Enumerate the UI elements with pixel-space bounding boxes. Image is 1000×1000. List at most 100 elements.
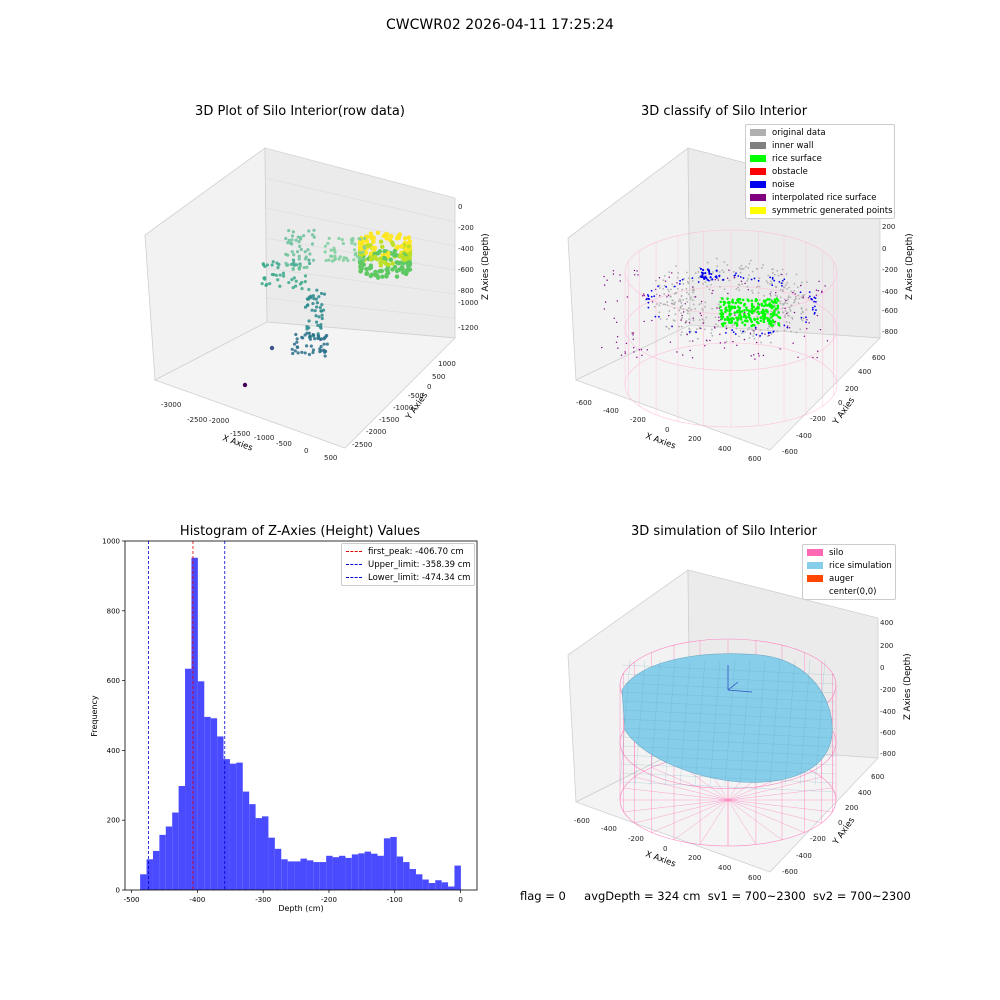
raw-point — [306, 297, 310, 301]
classify-point — [813, 296, 816, 299]
classify-point — [615, 321, 618, 324]
classify-ztick: 200 — [882, 223, 895, 231]
classify-point — [750, 278, 753, 281]
classify-point — [791, 317, 794, 320]
histogram-legend-item: Upper_limit: -358.39 cm — [342, 558, 474, 571]
classify-point — [666, 304, 669, 307]
classify-point — [606, 279, 608, 281]
legend-label: Lower_limit: -474.34 cm — [368, 572, 471, 583]
raw-xtick: -3000 — [161, 401, 181, 409]
raw-point — [314, 314, 318, 318]
classify-point — [781, 290, 784, 293]
classify-point — [751, 323, 755, 327]
classify-point — [637, 274, 639, 276]
histogram-bar — [409, 869, 416, 890]
classify-point — [793, 301, 795, 304]
classify-point — [813, 311, 816, 314]
classify-point — [751, 289, 753, 292]
classify-point — [786, 302, 789, 305]
classify-point — [736, 344, 738, 347]
raw-point — [389, 234, 394, 239]
classify-point — [763, 315, 767, 319]
raw-point — [270, 263, 274, 267]
classify-point — [682, 282, 685, 285]
classify-point — [727, 305, 731, 308]
classify-point — [647, 306, 650, 309]
classify-point — [735, 324, 739, 327]
classify-point — [711, 292, 713, 295]
histogram-ticks: -500 -400 -300 -200 -100 0 0 200 400 600 800 1000 — [102, 538, 463, 905]
legend-label: center(0,0) — [829, 586, 877, 597]
classify-point — [686, 312, 689, 315]
classify-point — [776, 309, 779, 311]
raw-point — [294, 279, 298, 283]
histogram-xtick-label: -400 — [189, 896, 205, 904]
classify-point — [769, 276, 772, 279]
simulation-legend-item: silo — [803, 546, 895, 559]
raw-point — [311, 333, 315, 337]
simulation-silo-spoke — [651, 767, 729, 801]
raw-point — [311, 348, 316, 352]
simulation-rice-gridline — [621, 736, 836, 748]
raw-ytick: -2000 — [366, 428, 386, 436]
raw-point — [373, 272, 378, 278]
histogram-bar — [223, 759, 230, 890]
histogram-bar — [236, 762, 243, 890]
raw-xtick: -1000 — [254, 434, 274, 442]
classify-point — [760, 310, 764, 314]
simulation-legend-item: center(0,0) — [803, 585, 895, 598]
raw-point — [368, 231, 374, 236]
classify-point — [668, 271, 671, 274]
classify-point — [767, 312, 770, 315]
classify-point — [800, 284, 802, 287]
raw-point — [287, 280, 291, 285]
classify-point — [747, 277, 749, 280]
raw-point — [293, 349, 297, 353]
classify-point — [749, 259, 752, 262]
classify-point — [805, 308, 808, 311]
classify-point — [685, 320, 688, 322]
legend-swatch — [750, 207, 766, 214]
classify-legend-item: original data — [746, 126, 894, 139]
classify-point — [687, 277, 690, 280]
classify-point — [625, 342, 628, 345]
classify-point — [763, 312, 767, 316]
histogram-bar — [262, 816, 269, 890]
classify-point — [692, 291, 694, 294]
classify-point — [740, 280, 743, 282]
classify-point — [654, 315, 657, 318]
classify-point — [685, 309, 688, 311]
raw-point — [299, 247, 303, 252]
classify-point — [787, 296, 790, 299]
classify-point — [744, 265, 747, 268]
raw-point — [388, 257, 394, 262]
classify-point — [678, 309, 681, 312]
simulation-rice-gridline — [694, 659, 706, 786]
classify-point — [744, 319, 748, 323]
histogram-bar — [448, 886, 455, 890]
raw-point — [317, 315, 321, 319]
classify-xtick: 600 — [748, 455, 761, 463]
classify-point — [719, 315, 723, 318]
simulation-rice-gridline — [621, 673, 836, 685]
classify-point — [719, 285, 721, 288]
simulation-plot-title: 3D simulation of Silo Interior — [631, 524, 817, 539]
histogram-axes-frame — [124, 540, 478, 891]
classify-point — [709, 276, 712, 279]
raw-point — [358, 239, 364, 245]
raw-point — [292, 261, 296, 265]
classify-point — [817, 350, 819, 352]
classify-point — [754, 299, 758, 303]
classify-point — [689, 349, 691, 352]
raw-ytick: -500 — [408, 392, 424, 400]
classify-point — [714, 316, 717, 319]
raw-point — [307, 258, 311, 262]
classify-point — [662, 288, 665, 290]
raw-point — [290, 278, 294, 282]
classify-ytick: 0 — [838, 399, 842, 407]
simulation-silo-spoke — [727, 776, 822, 801]
raw-point — [322, 292, 327, 296]
classify-ytick: -200 — [810, 415, 826, 423]
classify-point — [802, 317, 805, 320]
